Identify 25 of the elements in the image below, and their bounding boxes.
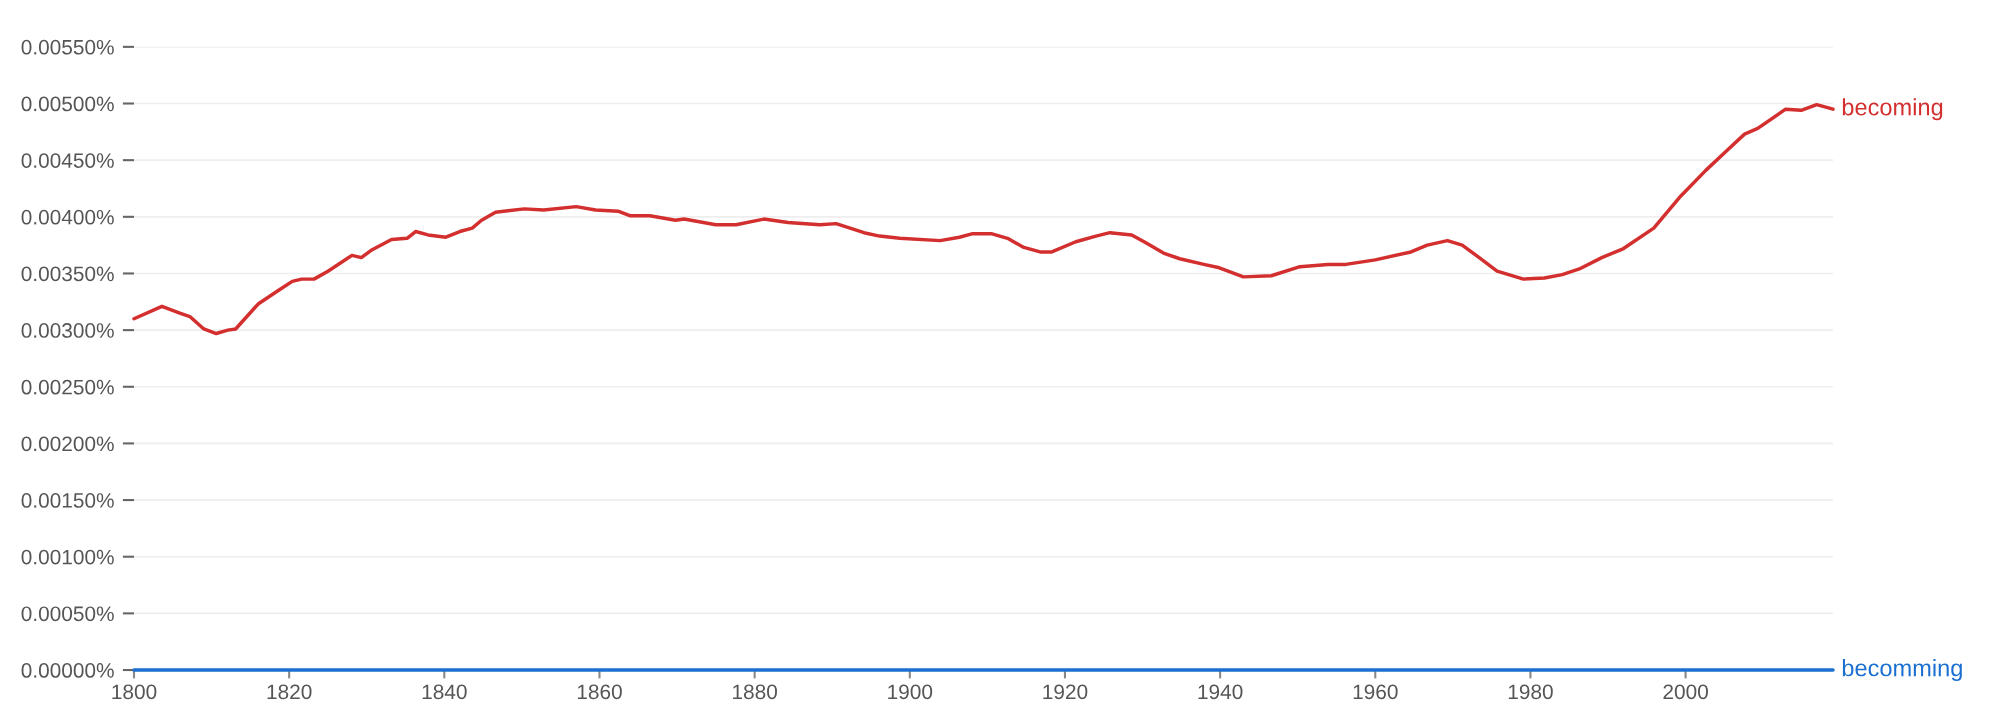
y-tick-label: 0.00100% [21, 549, 114, 565]
y-tick-label: 0.00550% [21, 39, 114, 55]
x-tick-label: 1860 [577, 684, 622, 700]
y-tick-label: 0.00500% [21, 96, 114, 112]
y-tick-label: 0.00300% [21, 323, 114, 338]
x-tick-label: 2000 [1663, 684, 1708, 700]
x-tick-label: 1800 [112, 684, 157, 700]
y-tick-label: 0.00150% [21, 493, 114, 508]
series-label: becomming [1842, 659, 1962, 682]
x-tick-label: 1820 [267, 684, 312, 700]
x-tick-label: 1960 [1353, 684, 1398, 700]
x-tick-label: 1880 [733, 684, 777, 700]
y-tick-label: 0.00250% [21, 379, 114, 395]
y-tick-label: 0.00400% [21, 209, 114, 225]
x-tick-label: 1980 [1508, 684, 1553, 700]
x-tick-label: 1900 [888, 684, 933, 700]
x-tick-label: 1920 [1043, 684, 1088, 700]
y-tick-label: 0.00450% [21, 153, 114, 168]
y-tick-label: 0.00050% [21, 606, 114, 622]
x-tick-label: 1840 [422, 684, 467, 700]
y-tick-label: 0.00200% [21, 436, 114, 452]
series-label: becoming [1842, 98, 1943, 121]
y-tick-label: 0.00000% [21, 663, 114, 678]
y-tick-label: 0.00350% [21, 266, 114, 282]
x-tick-label: 1940 [1198, 684, 1243, 700]
